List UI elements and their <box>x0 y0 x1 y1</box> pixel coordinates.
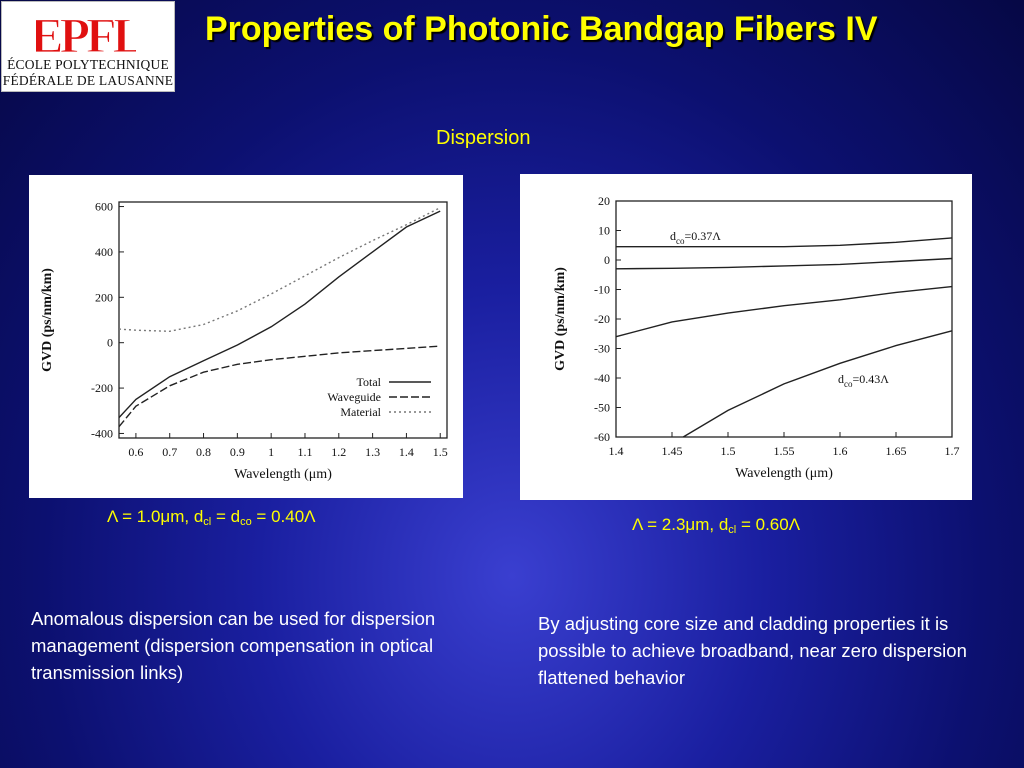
epfl-logo-wordmark: EPFL <box>36 7 136 58</box>
caption-right-prefix: Λ = 2.3μm, d <box>632 515 729 534</box>
x-tick-label: 1.7 <box>945 444 960 458</box>
x-tick-label: 0.6 <box>128 445 143 459</box>
y-tick-label: 400 <box>95 245 113 259</box>
caption-left-mid: = d <box>211 507 241 526</box>
flattened-dispersion-text: By adjusting core size and cladding prop… <box>538 613 967 688</box>
caption-left-suffix: = 0.40Λ <box>251 507 316 526</box>
y-tick-label: -30 <box>594 342 610 356</box>
y-tick-label: -50 <box>594 401 610 415</box>
series-line-3 <box>118 207 441 333</box>
x-tick-label: 0.7 <box>162 445 177 459</box>
y-tick-label: 600 <box>95 200 113 214</box>
logo-line-2: FÉDÉRALE DE LAUSANNE <box>2 73 174 88</box>
caption-right-suffix: = 0.60Λ <box>736 515 801 534</box>
anomalous-dispersion-text: Anomalous dispersion can be used for dis… <box>31 608 436 683</box>
annotation-value: =0.37Λ <box>685 229 722 243</box>
x-tick-label: 1.1 <box>297 445 312 459</box>
x-tick-label: 1.3 <box>365 445 380 459</box>
annotation-value: =0.43Λ <box>853 372 890 386</box>
epfl-logo: EPFL ÉCOLE POLYTECHNIQUE FÉDÉRALE DE LAU… <box>1 1 175 92</box>
left-gvd-chart: 0.6 0.7 0.8 0.9 1 1.1 1.2 1.3 1.4 1.5 600 400 200 0 -2… <box>29 175 463 498</box>
slide-subtitle: Dispersion <box>436 127 531 149</box>
y-tick-label: -20 <box>594 312 610 326</box>
y-tick-label: -40 <box>594 371 610 385</box>
x-tick-label: 0.9 <box>230 445 245 459</box>
x-tick-label: 0.8 <box>196 445 211 459</box>
series-line-4 <box>682 330 953 438</box>
legend-label-3: Material <box>340 405 381 419</box>
annotation-base: d <box>838 372 844 386</box>
x-tick-label: 1 <box>268 445 274 459</box>
annotation-base: d <box>670 229 676 243</box>
annotation-sub: co <box>844 379 853 389</box>
left-chart-caption: Λ = 1.0μm, dcl = dco = 0.40Λ <box>107 507 316 528</box>
x-tick-label: 1.55 <box>774 444 795 458</box>
y-axis-label: GVD (ps/nm/km) <box>40 268 55 372</box>
left-gvd-chart-svg: 0.6 0.7 0.8 0.9 1 1.1 1.2 1.3 1.4 1.5 600 400 200 0 -2… <box>40 200 448 482</box>
caption-left-sub1: cl <box>203 516 212 528</box>
right-chart-caption: Λ = 2.3μm, dcl = 0.60Λ <box>632 515 800 536</box>
right-gvd-chart-svg: 1.4 1.45 1.5 1.55 1.6 1.65 1.7 20 10 0 -10 -20 -30 -4… <box>553 194 960 481</box>
y-tick-label: 200 <box>95 290 113 304</box>
x-axis-label: Wavelength (μm) <box>735 466 833 481</box>
x-tick-label: 1.45 <box>662 444 683 458</box>
x-tick-label: 1.4 <box>609 444 624 458</box>
caption-left-sub2: co <box>240 516 252 528</box>
y-tick-label: -10 <box>594 283 610 297</box>
x-tick-label: 1.65 <box>886 444 907 458</box>
series-line-2 <box>615 257 953 270</box>
series-line-2 <box>118 345 441 428</box>
y-tick-label: 0 <box>107 336 113 350</box>
x-tick-label: 1.4 <box>399 445 414 459</box>
y-axis-label: GVD (ps/nm/km) <box>553 267 568 371</box>
legend-label-2: Waveguide <box>327 390 381 404</box>
logo-line-1: ÉCOLE POLYTECHNIQUE <box>7 57 169 72</box>
y-tick-label: 20 <box>598 194 610 208</box>
series-line-3 <box>615 285 953 338</box>
annotation-sub: co <box>676 236 685 246</box>
caption-right-sub1: cl <box>728 524 737 536</box>
series-line-1 <box>616 237 953 248</box>
slide-title: Properties of Photonic Bandgap Fibers IV <box>205 10 878 48</box>
plot-frame <box>118 201 448 439</box>
right-gvd-chart: 1.4 1.45 1.5 1.55 1.6 1.65 1.7 20 10 0 -10 -20 -30 -4… <box>520 174 972 500</box>
series-annotation-1: dco=0.37Λ <box>670 229 721 246</box>
y-tick-label: -60 <box>594 430 610 444</box>
legend-label-1: Total <box>357 375 382 389</box>
series-annotation-2: dco=0.43Λ <box>838 372 889 389</box>
x-tick-label: 1.6 <box>833 444 848 458</box>
y-tick-label: -400 <box>91 426 113 440</box>
epfl-logo-mark: EPFL <box>36 6 136 58</box>
y-tick-label: -200 <box>91 381 113 395</box>
y-tick-label: 10 <box>598 224 610 238</box>
caption-left-prefix: Λ = 1.0μm, d <box>107 507 204 526</box>
plot-frame <box>615 200 953 438</box>
x-tick-label: 1.2 <box>331 445 346 459</box>
x-axis-label: Wavelength (μm) <box>234 467 332 482</box>
x-tick-label: 1.5 <box>721 444 736 458</box>
x-tick-label: 1.5 <box>433 445 448 459</box>
y-tick-label: 0 <box>604 253 610 267</box>
series-line-1 <box>118 210 441 419</box>
